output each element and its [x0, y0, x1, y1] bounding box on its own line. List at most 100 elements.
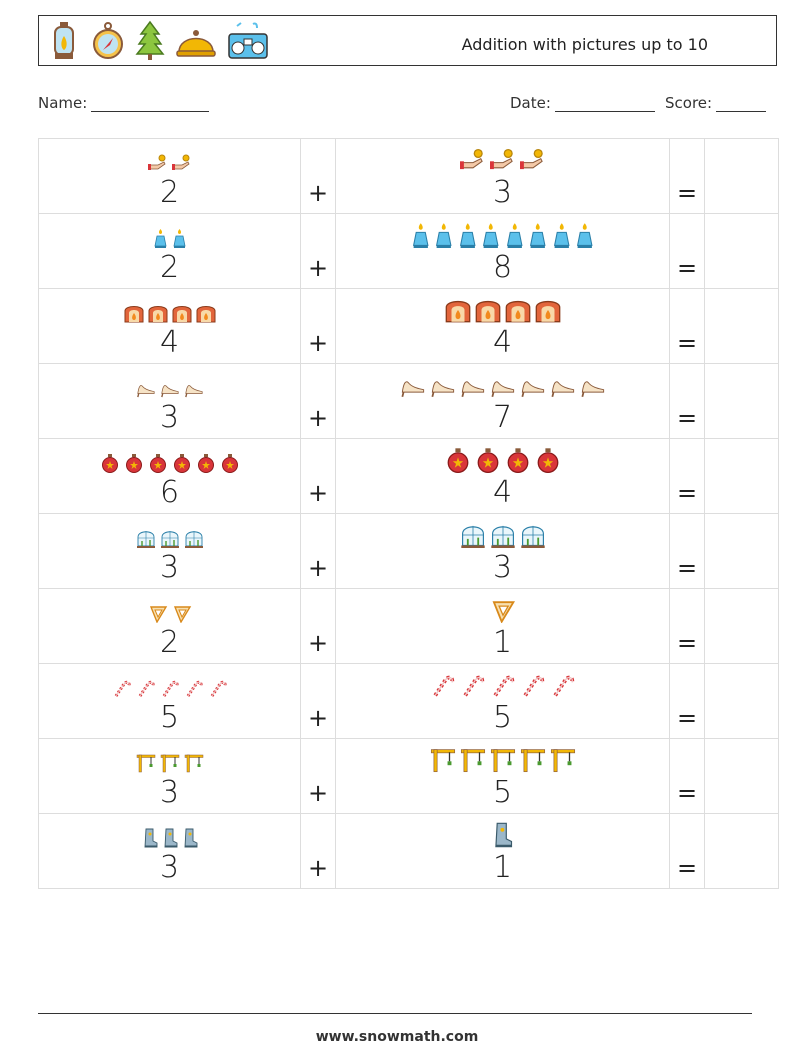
- addend-b: 3: [492, 550, 513, 585]
- name-field[interactable]: Name:: [38, 94, 210, 112]
- candle-icon: [505, 222, 525, 252]
- protractor-icon: [148, 603, 168, 627]
- addend-b: 5: [492, 700, 513, 735]
- equals-cell: =: [669, 663, 705, 739]
- addend-b-cell: 5: [335, 738, 670, 814]
- answer-cell[interactable]: [704, 738, 779, 814]
- addend-a-cell: 3: [38, 363, 301, 439]
- answer-cell[interactable]: [704, 588, 779, 664]
- answer-cell[interactable]: [704, 438, 779, 514]
- name-line[interactable]: [91, 97, 210, 112]
- answer-cell[interactable]: [704, 288, 779, 364]
- ornament-ball-icon: [535, 447, 561, 477]
- boot-icon: [142, 828, 158, 852]
- candy-cane-icon: [208, 678, 228, 702]
- addend-b-cell: 3: [335, 138, 670, 214]
- addend-b-cell: 7: [335, 363, 670, 439]
- candy-cane-icon: [184, 678, 204, 702]
- addend-b: 1: [492, 625, 513, 660]
- addend-b-pictures: [336, 372, 669, 402]
- addend-b-pictures: [336, 822, 669, 852]
- equals-sign: =: [676, 629, 698, 657]
- operator-cell: +: [300, 588, 336, 664]
- addend-a-pictures: [39, 672, 300, 702]
- answer-cell[interactable]: [704, 663, 779, 739]
- ornament-ball-icon: [196, 453, 216, 477]
- addend-a-cell: 2: [38, 213, 301, 289]
- candy-cane-icon: [520, 672, 546, 702]
- equals-sign: =: [676, 704, 698, 732]
- addend-b-pictures: [336, 747, 669, 777]
- hand-coin-icon: [519, 147, 546, 177]
- addend-b-cell: 4: [335, 438, 670, 514]
- fireplace-icon: [196, 303, 216, 327]
- date-field[interactable]: Date:: [510, 94, 655, 112]
- candle-icon: [434, 222, 454, 252]
- fireplace-icon: [445, 297, 471, 327]
- addend-a-pictures: [39, 147, 300, 177]
- answer-cell[interactable]: [704, 513, 779, 589]
- answer-cell[interactable]: [704, 138, 779, 214]
- table-row: 6 + 4 =: [38, 438, 779, 514]
- page-title: Addition with pictures up to 10: [461, 35, 708, 54]
- addend-b-cell: 8: [335, 213, 670, 289]
- operator-cell: +: [300, 288, 336, 364]
- candy-cane-icon: [460, 672, 486, 702]
- addend-a-pictures: [39, 447, 300, 477]
- candle-icon: [153, 228, 168, 252]
- ornament-ball-icon: [475, 447, 501, 477]
- plus-sign: +: [307, 629, 329, 657]
- score-field[interactable]: Score:: [665, 94, 767, 112]
- addend-a-pictures: [39, 597, 300, 627]
- hand-coin-icon: [147, 153, 168, 177]
- footer-url[interactable]: www.snowmath.com: [315, 1029, 479, 1045]
- addend-b-pictures: [336, 222, 669, 252]
- candle-icon: [552, 222, 572, 252]
- candle-icon: [458, 222, 478, 252]
- operator-cell: +: [300, 363, 336, 439]
- operator-cell: +: [300, 813, 336, 889]
- addend-b-pictures: [336, 297, 669, 327]
- addend-a: 6: [159, 475, 180, 510]
- addend-a-cell: 2: [38, 588, 301, 664]
- operator-cell: +: [300, 438, 336, 514]
- addend-a-cell: 6: [38, 438, 301, 514]
- fireplace-icon: [148, 303, 168, 327]
- candle-icon: [575, 222, 595, 252]
- equals-cell: =: [669, 363, 705, 439]
- score-line[interactable]: [716, 97, 767, 112]
- addend-a: 2: [159, 250, 180, 285]
- candy-cane-icon: [160, 678, 180, 702]
- candle-icon: [411, 222, 431, 252]
- addend-a: 5: [159, 700, 180, 735]
- ornament-ball-icon: [148, 453, 168, 477]
- addend-a-pictures: [39, 372, 300, 402]
- high-heel-icon: [184, 378, 204, 402]
- boot-icon: [492, 822, 513, 852]
- equals-sign: =: [676, 479, 698, 507]
- answer-cell[interactable]: [704, 363, 779, 439]
- plus-sign: +: [307, 704, 329, 732]
- crane-icon: [430, 747, 456, 777]
- candle-icon: [481, 222, 501, 252]
- answer-cell[interactable]: [704, 813, 779, 889]
- table-row: 3 + 1 =: [38, 813, 779, 889]
- addend-a: 4: [159, 325, 180, 360]
- equals-sign: =: [676, 329, 698, 357]
- date-line[interactable]: [554, 97, 655, 112]
- equals-cell: =: [669, 738, 705, 814]
- high-heel-icon: [550, 372, 576, 402]
- equals-sign: =: [676, 404, 698, 432]
- fireplace-icon: [475, 297, 501, 327]
- addend-b-pictures: [336, 447, 669, 477]
- answer-cell[interactable]: [704, 213, 779, 289]
- addend-a-cell: 3: [38, 738, 301, 814]
- plus-sign: +: [307, 779, 329, 807]
- crane-icon: [160, 753, 180, 777]
- high-heel-icon: [520, 372, 546, 402]
- operator-cell: +: [300, 213, 336, 289]
- addend-a: 3: [159, 550, 180, 585]
- equals-cell: =: [669, 288, 705, 364]
- protractor-icon: [172, 603, 192, 627]
- addend-a-cell: 3: [38, 513, 301, 589]
